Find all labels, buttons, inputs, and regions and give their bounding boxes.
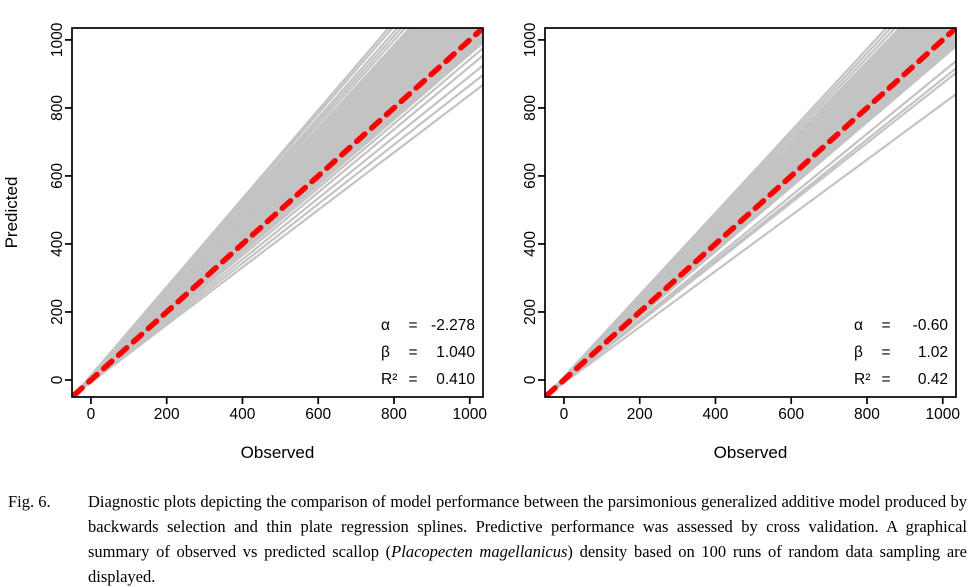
beta-value: 1.02 [917, 343, 948, 361]
beta-row: β = 1.040 [381, 339, 475, 366]
regression-line [72, 74, 483, 397]
identity-line [545, 28, 956, 397]
r-squared-eq: = [408, 370, 418, 388]
right-plot: 0 200 400 600 800 1000 0 200 400 600 800 1000 Observ… [473, 0, 975, 478]
x-tick-label: 1000 [452, 406, 487, 423]
r-squared-row: R² = 0.410 [381, 366, 475, 393]
x-tick-label: 0 [560, 406, 569, 423]
x-tick-label: 400 [703, 406, 729, 423]
y-tick-label: 200 [49, 299, 66, 325]
r-squared-value: 0.42 [917, 370, 948, 388]
beta-eq: = [408, 343, 418, 361]
left-plot-stats: α = -2.278 β = 1.040 R² = 0.410 [381, 312, 475, 393]
plot-box [71, 27, 484, 398]
alpha-row: α = -2.278 [381, 312, 475, 339]
alpha-eq: = [881, 316, 891, 334]
alpha-symbol: α [854, 316, 863, 334]
r-squared-eq: = [881, 370, 891, 388]
alpha-value: -0.60 [912, 316, 948, 334]
y-tick-label: 600 [49, 163, 66, 189]
beta-symbol: β [854, 343, 863, 361]
regression-line [72, 84, 483, 397]
alpha-eq: = [408, 316, 418, 334]
caption-text-before: Diagnostic plots depicting the compariso… [88, 492, 967, 561]
alpha-row: α = -0.60 [854, 312, 948, 339]
r-squared-symbol: R² [381, 370, 398, 388]
y-tick-label: 1000 [522, 22, 539, 57]
right-plot-canvas: 0 200 400 600 800 1000 0 200 400 600 800 1000 Observ… [522, 22, 960, 462]
x-tick-label: 600 [778, 406, 804, 423]
y-tick-label: 800 [522, 95, 539, 121]
x-axis-label: Observed [241, 443, 315, 462]
caption-text-after: ) density based on 100 runs of random da… [88, 542, 967, 586]
y-tick-label: 1000 [49, 22, 66, 57]
regression-line [545, 60, 956, 397]
y-axis-label: Predicted [2, 177, 21, 249]
y-tick-label: 0 [522, 375, 539, 384]
y-tick-label: 200 [522, 299, 539, 325]
regression-line [72, 28, 391, 397]
regression-line [545, 28, 888, 397]
x-tick-label: 800 [854, 406, 880, 423]
r-squared-value: 0.410 [436, 370, 475, 388]
x-tick-label: 800 [381, 406, 407, 423]
species-name: Placopecten magellanicus [391, 542, 568, 561]
caption-text: Diagnostic plots depicting the compariso… [88, 489, 967, 587]
plot-box [544, 27, 957, 398]
alpha-value: -2.278 [431, 316, 475, 334]
r-squared-symbol: R² [854, 370, 871, 388]
beta-symbol: β [381, 343, 390, 361]
y-tick-label: 400 [522, 231, 539, 257]
x-tick-label: 0 [87, 406, 96, 423]
plots-row: 0 200 400 600 800 1000 0 200 400 600 800 1000 Observ… [0, 0, 975, 478]
r-squared-row: R² = 0.42 [854, 366, 948, 393]
regression-line [72, 64, 483, 397]
right-plot-stats: α = -0.60 β = 1.02 R² = 0.42 [854, 312, 948, 393]
caption-label: Fig. 6. [8, 492, 51, 511]
y-tick-label: 400 [49, 231, 66, 257]
regression-line [545, 93, 956, 397]
x-tick-label: 200 [627, 406, 653, 423]
x-tick-label: 600 [305, 406, 331, 423]
left-plot-canvas: 0 200 400 600 800 1000 0 200 400 600 800 1000 Observ… [2, 22, 487, 462]
y-tick-label: 0 [49, 375, 66, 384]
x-tick-label: 1000 [925, 406, 960, 423]
beta-value: 1.040 [436, 343, 475, 361]
alpha-symbol: α [381, 316, 390, 334]
beta-eq: = [881, 343, 891, 361]
x-axis-label: Observed [714, 443, 788, 462]
beta-row: β = 1.02 [854, 339, 948, 366]
identity-line [72, 28, 483, 397]
left-plot: 0 200 400 600 800 1000 0 200 400 600 800 1000 Observ… [0, 0, 502, 478]
figure-caption: Fig. 6. Diagnostic plots depicting the c… [8, 489, 967, 587]
x-tick-label: 400 [230, 406, 256, 423]
y-tick-label: 800 [49, 95, 66, 121]
y-tick-label: 600 [522, 163, 539, 189]
x-tick-label: 200 [154, 406, 180, 423]
